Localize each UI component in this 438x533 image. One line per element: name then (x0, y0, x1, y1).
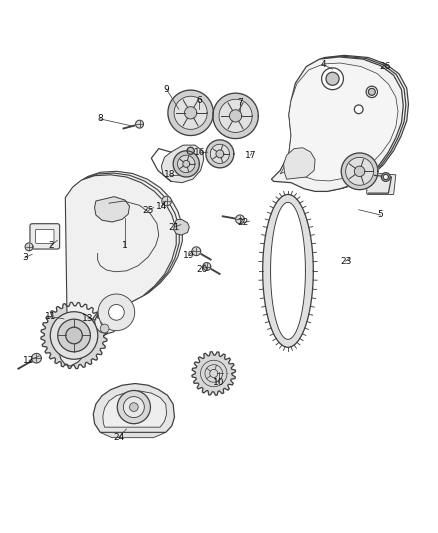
Polygon shape (263, 195, 313, 348)
Text: 24: 24 (113, 433, 124, 442)
Polygon shape (187, 147, 194, 154)
Polygon shape (346, 157, 374, 185)
Polygon shape (136, 120, 144, 128)
Polygon shape (272, 57, 403, 191)
Polygon shape (219, 99, 252, 133)
Polygon shape (274, 56, 406, 191)
Text: 17: 17 (245, 151, 256, 160)
Polygon shape (184, 107, 197, 119)
Circle shape (58, 319, 90, 352)
Circle shape (321, 68, 343, 90)
Polygon shape (161, 145, 204, 183)
Circle shape (354, 105, 363, 114)
Polygon shape (203, 263, 211, 270)
Polygon shape (192, 247, 201, 256)
Text: 9: 9 (164, 85, 170, 94)
Polygon shape (277, 55, 409, 190)
Polygon shape (236, 215, 244, 224)
Polygon shape (41, 302, 107, 369)
Polygon shape (210, 144, 230, 164)
Polygon shape (162, 196, 171, 206)
Polygon shape (341, 153, 378, 190)
Polygon shape (192, 352, 236, 395)
Text: 8: 8 (97, 115, 103, 124)
Text: 25: 25 (143, 206, 154, 215)
Polygon shape (173, 220, 189, 235)
Polygon shape (183, 160, 190, 167)
Text: 1: 1 (122, 241, 128, 250)
Polygon shape (177, 155, 195, 173)
Polygon shape (32, 353, 41, 363)
Circle shape (109, 304, 124, 320)
Text: 20: 20 (197, 264, 208, 273)
Polygon shape (206, 140, 234, 168)
Text: 21: 21 (169, 223, 180, 232)
Text: 26: 26 (379, 62, 391, 71)
Polygon shape (174, 96, 207, 130)
Polygon shape (216, 150, 224, 158)
Polygon shape (271, 203, 305, 340)
FancyBboxPatch shape (30, 224, 60, 249)
Polygon shape (168, 90, 213, 135)
Circle shape (130, 403, 138, 411)
Circle shape (66, 327, 82, 344)
Text: 11: 11 (45, 312, 57, 321)
Text: 5: 5 (378, 211, 383, 220)
Text: 10: 10 (213, 378, 225, 387)
Polygon shape (25, 243, 33, 251)
Text: 2: 2 (48, 241, 54, 250)
Text: 4: 4 (321, 60, 327, 69)
Text: 23: 23 (340, 257, 351, 266)
Circle shape (98, 294, 135, 330)
Text: 3: 3 (22, 253, 28, 262)
Polygon shape (284, 148, 315, 179)
Polygon shape (100, 432, 166, 438)
Polygon shape (173, 151, 199, 177)
Polygon shape (367, 173, 396, 195)
Text: 18: 18 (164, 171, 176, 179)
Circle shape (383, 174, 389, 180)
Circle shape (187, 147, 194, 154)
Circle shape (326, 72, 339, 85)
Circle shape (124, 397, 145, 417)
Text: 6: 6 (197, 96, 202, 105)
Polygon shape (58, 175, 176, 366)
Circle shape (117, 391, 150, 424)
Text: 16: 16 (194, 149, 205, 157)
Polygon shape (64, 171, 182, 362)
Polygon shape (230, 110, 242, 122)
Polygon shape (61, 173, 179, 364)
Circle shape (366, 86, 378, 98)
Polygon shape (354, 166, 365, 176)
Polygon shape (213, 93, 258, 139)
Circle shape (368, 88, 375, 95)
Text: 19: 19 (183, 251, 194, 260)
Text: 14: 14 (155, 202, 167, 211)
Text: 13: 13 (82, 313, 94, 322)
Circle shape (381, 173, 390, 181)
Polygon shape (93, 384, 174, 432)
Polygon shape (280, 63, 398, 181)
Circle shape (50, 312, 98, 359)
FancyBboxPatch shape (35, 229, 54, 244)
Text: 22: 22 (237, 219, 249, 228)
Polygon shape (103, 391, 166, 427)
Text: 7: 7 (237, 98, 243, 107)
Polygon shape (95, 197, 130, 222)
Text: 12: 12 (23, 356, 35, 365)
Circle shape (100, 324, 109, 333)
